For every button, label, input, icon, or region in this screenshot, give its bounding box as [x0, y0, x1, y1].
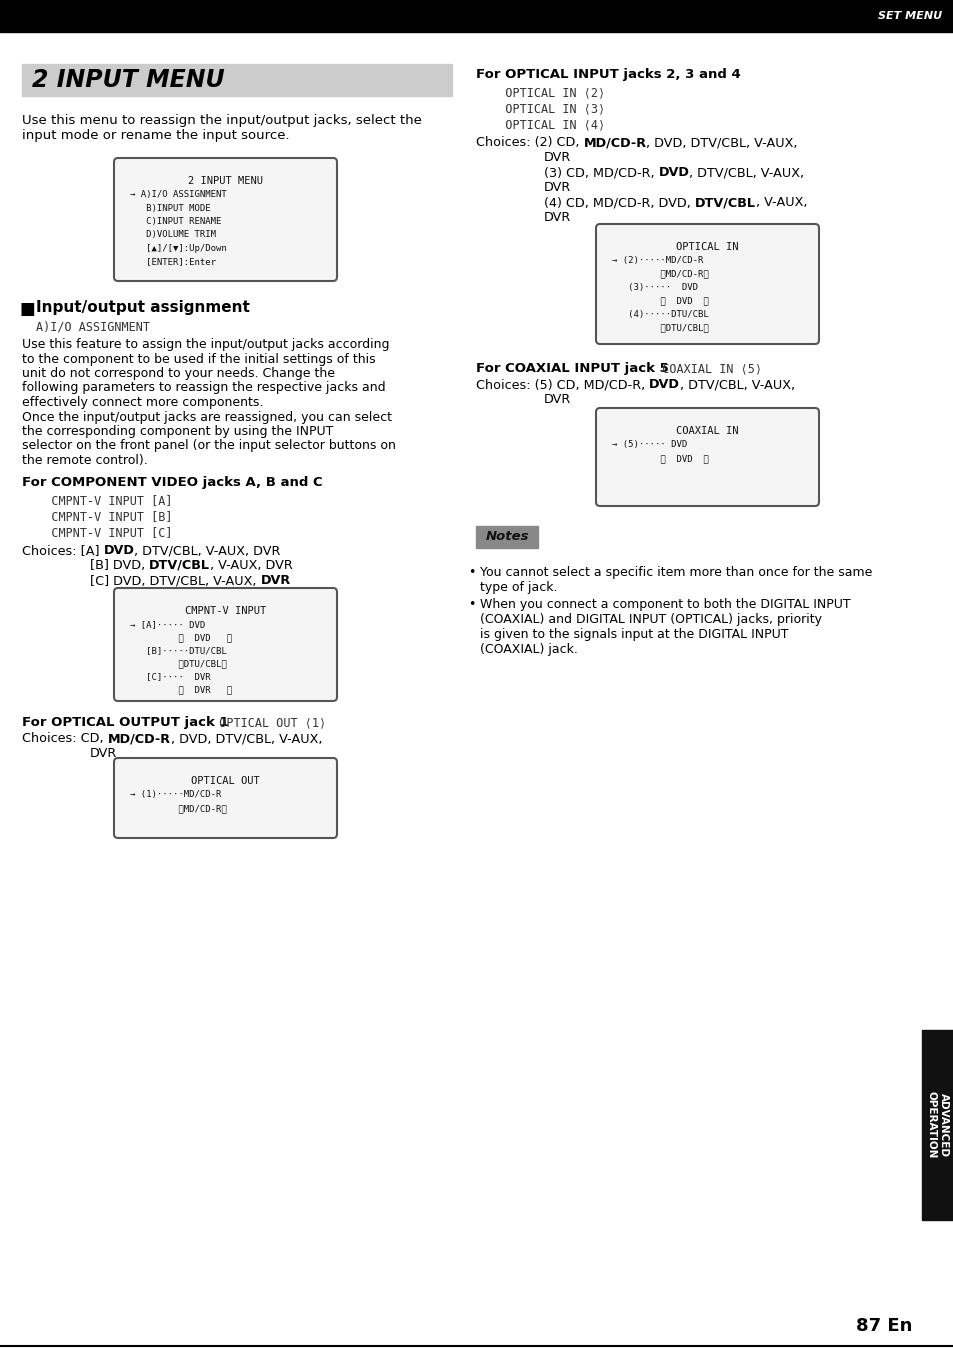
- Bar: [0, 0, 953, 32]
- Text: DTV/CBL: DTV/CBL: [694, 195, 755, 209]
- FancyBboxPatch shape: [113, 588, 336, 701]
- Text: [B]·····DTU/CBL: [B]·····DTU/CBL: [130, 646, 227, 655]
- Text: CMPNT-V INPUT [B]: CMPNT-V INPUT [B]: [30, 510, 172, 523]
- Text: → (5)····· DVD: → (5)····· DVD: [612, 439, 686, 449]
- Text: CMPNT-V INPUT [C]: CMPNT-V INPUT [C]: [30, 526, 172, 539]
- Text: 〈  DVD  〉: 〈 DVD 〉: [612, 454, 708, 462]
- Text: DVD: DVD: [649, 377, 679, 391]
- FancyBboxPatch shape: [113, 158, 336, 280]
- Text: 〈DTU/CBL〉: 〈DTU/CBL〉: [130, 659, 227, 669]
- Text: , DVD, DTV/CBL, V-AUX,: , DVD, DTV/CBL, V-AUX,: [646, 136, 797, 150]
- Text: 87 En: 87 En: [855, 1317, 911, 1335]
- FancyBboxPatch shape: [596, 408, 818, 506]
- Text: ■: ■: [20, 301, 35, 318]
- Text: Input/output assignment: Input/output assignment: [36, 301, 250, 315]
- Text: B)INPUT MODE: B)INPUT MODE: [130, 204, 211, 213]
- Text: unit do not correspond to your needs. Change the: unit do not correspond to your needs. Ch…: [22, 367, 335, 380]
- Bar: [921, 1030, 953, 1220]
- Text: You cannot select a specific item more than once for the same
type of jack.: You cannot select a specific item more t…: [479, 566, 871, 594]
- Text: COAXIAL IN: COAXIAL IN: [676, 426, 738, 435]
- Text: → A)I/O ASSIGNMENT: → A)I/O ASSIGNMENT: [130, 190, 227, 200]
- Text: DVR: DVR: [543, 151, 571, 164]
- Text: 〈MD/CD-R〉: 〈MD/CD-R〉: [130, 803, 227, 813]
- Text: ADVANCED
OPERATION: ADVANCED OPERATION: [925, 1092, 948, 1159]
- Text: MD/CD-R: MD/CD-R: [583, 136, 646, 150]
- Text: , DTV/CBL, V-AUX, DVR: , DTV/CBL, V-AUX, DVR: [134, 545, 280, 557]
- FancyBboxPatch shape: [113, 758, 336, 838]
- Text: DVR: DVR: [90, 747, 117, 760]
- Text: 〈  DVD   〉: 〈 DVD 〉: [130, 634, 232, 642]
- Text: selector on the front panel (or the input selector buttons on: selector on the front panel (or the inpu…: [22, 439, 395, 453]
- Text: [C] DVD, DTV/CBL, V-AUX,: [C] DVD, DTV/CBL, V-AUX,: [90, 574, 260, 586]
- FancyBboxPatch shape: [596, 224, 818, 344]
- Text: Choices: (5) CD, MD/CD-R,: Choices: (5) CD, MD/CD-R,: [476, 377, 649, 391]
- Text: A)I/O ASSIGNMENT: A)I/O ASSIGNMENT: [36, 319, 150, 333]
- Text: → [A]····· DVD: → [A]····· DVD: [130, 620, 205, 630]
- Text: (4) CD, MD/CD-R, DVD,: (4) CD, MD/CD-R, DVD,: [543, 195, 694, 209]
- Text: •: •: [468, 566, 475, 580]
- Text: OPTICAL OUT: OPTICAL OUT: [191, 776, 259, 786]
- Text: C)INPUT RENAME: C)INPUT RENAME: [130, 217, 221, 226]
- Text: DTV/CBL: DTV/CBL: [149, 559, 210, 572]
- Text: CMPNT-V INPUT: CMPNT-V INPUT: [185, 607, 266, 616]
- Text: DVR: DVR: [543, 212, 571, 224]
- Text: COAXIAL IN ⟨5⟩: COAXIAL IN ⟨5⟩: [647, 363, 761, 375]
- Text: For COMPONENT VIDEO jacks A, B and C: For COMPONENT VIDEO jacks A, B and C: [22, 476, 322, 489]
- Text: the corresponding component by using the INPUT: the corresponding component by using the…: [22, 425, 333, 438]
- Text: For COAXIAL INPUT jack 5: For COAXIAL INPUT jack 5: [476, 363, 668, 375]
- Text: (3) CD, MD/CD-R,: (3) CD, MD/CD-R,: [543, 166, 658, 179]
- Text: OPTICAL IN ⟨2⟩: OPTICAL IN ⟨2⟩: [483, 86, 604, 98]
- Text: For OPTICAL INPUT jacks 2, 3 and 4: For OPTICAL INPUT jacks 2, 3 and 4: [476, 67, 740, 81]
- Text: following parameters to reassign the respective jacks and: following parameters to reassign the res…: [22, 381, 385, 395]
- Text: (3)·····  DVD: (3)····· DVD: [612, 283, 698, 293]
- Text: DVR: DVR: [260, 574, 291, 586]
- Text: OPTICAL IN ⟨3⟩: OPTICAL IN ⟨3⟩: [483, 102, 604, 115]
- Text: → (1)·····MD/CD-R: → (1)·····MD/CD-R: [130, 790, 221, 799]
- Text: , DTV/CBL, V-AUX,: , DTV/CBL, V-AUX,: [679, 377, 795, 391]
- Bar: [476, 526, 537, 549]
- Text: Once the input/output jacks are reassigned, you can select: Once the input/output jacks are reassign…: [22, 411, 392, 423]
- Text: , V-AUX, DVR: , V-AUX, DVR: [210, 559, 293, 572]
- Text: to the component to be used if the initial settings of this: to the component to be used if the initi…: [22, 352, 375, 365]
- Text: MD/CD-R: MD/CD-R: [108, 732, 171, 745]
- Text: → (2)·····MD/CD-R: → (2)·····MD/CD-R: [612, 256, 702, 266]
- Text: the remote control).: the remote control).: [22, 454, 148, 466]
- Text: [B] DVD,: [B] DVD,: [90, 559, 149, 572]
- Text: [C]····  DVR: [C]···· DVR: [130, 673, 211, 681]
- Text: Use this feature to assign the input/output jacks according: Use this feature to assign the input/out…: [22, 338, 389, 350]
- Text: Notes: Notes: [485, 531, 528, 543]
- Text: OPTICAL IN: OPTICAL IN: [676, 243, 738, 252]
- Text: DVR: DVR: [543, 181, 571, 194]
- Text: [ENTER]:Enter: [ENTER]:Enter: [130, 257, 215, 267]
- Text: Use this menu to reassign the input/output jacks, select the
input mode or renam: Use this menu to reassign the input/outp…: [22, 115, 421, 142]
- Text: , V-AUX,: , V-AUX,: [755, 195, 806, 209]
- Text: Choices: CD,: Choices: CD,: [22, 732, 108, 745]
- Text: DVR: DVR: [543, 394, 571, 406]
- Text: Choices: [A]: Choices: [A]: [22, 545, 103, 557]
- Text: D)VOLUME TRIM: D)VOLUME TRIM: [130, 231, 215, 240]
- Text: CMPNT-V INPUT [A]: CMPNT-V INPUT [A]: [30, 493, 172, 507]
- Text: DVD: DVD: [103, 545, 134, 557]
- Text: 〈DTU/CBL〉: 〈DTU/CBL〉: [612, 324, 708, 333]
- Text: , DTV/CBL, V-AUX,: , DTV/CBL, V-AUX,: [689, 166, 803, 179]
- Text: , DVD, DTV/CBL, V-AUX,: , DVD, DTV/CBL, V-AUX,: [171, 732, 322, 745]
- Text: (4)·····DTU/CBL: (4)·····DTU/CBL: [612, 310, 708, 319]
- Text: [▲]/[▼]:Up/Down: [▲]/[▼]:Up/Down: [130, 244, 227, 253]
- Text: DVD: DVD: [658, 166, 689, 179]
- Text: SET MENU: SET MENU: [877, 11, 941, 22]
- Bar: [22, 63, 452, 96]
- Text: 〈  DVD  〉: 〈 DVD 〉: [612, 297, 708, 306]
- Text: When you connect a component to both the DIGITAL INPUT
(COAXIAL) and DIGITAL INP: When you connect a component to both the…: [479, 599, 850, 656]
- Text: 〈  DVR   〉: 〈 DVR 〉: [130, 685, 232, 694]
- Text: 2 INPUT MENU: 2 INPUT MENU: [188, 177, 263, 186]
- Text: OPTICAL IN ⟨4⟩: OPTICAL IN ⟨4⟩: [483, 119, 604, 131]
- Text: •: •: [468, 599, 475, 611]
- Text: Choices: (2) CD,: Choices: (2) CD,: [476, 136, 583, 150]
- Text: OPTICAL OUT ⟨1⟩: OPTICAL OUT ⟨1⟩: [205, 716, 326, 729]
- Text: For OPTICAL OUTPUT jack 1: For OPTICAL OUTPUT jack 1: [22, 716, 229, 729]
- Text: 〈MD/CD-R〉: 〈MD/CD-R〉: [612, 270, 708, 279]
- Text: effectively connect more components.: effectively connect more components.: [22, 396, 263, 408]
- Text: 2 INPUT MENU: 2 INPUT MENU: [32, 67, 224, 92]
